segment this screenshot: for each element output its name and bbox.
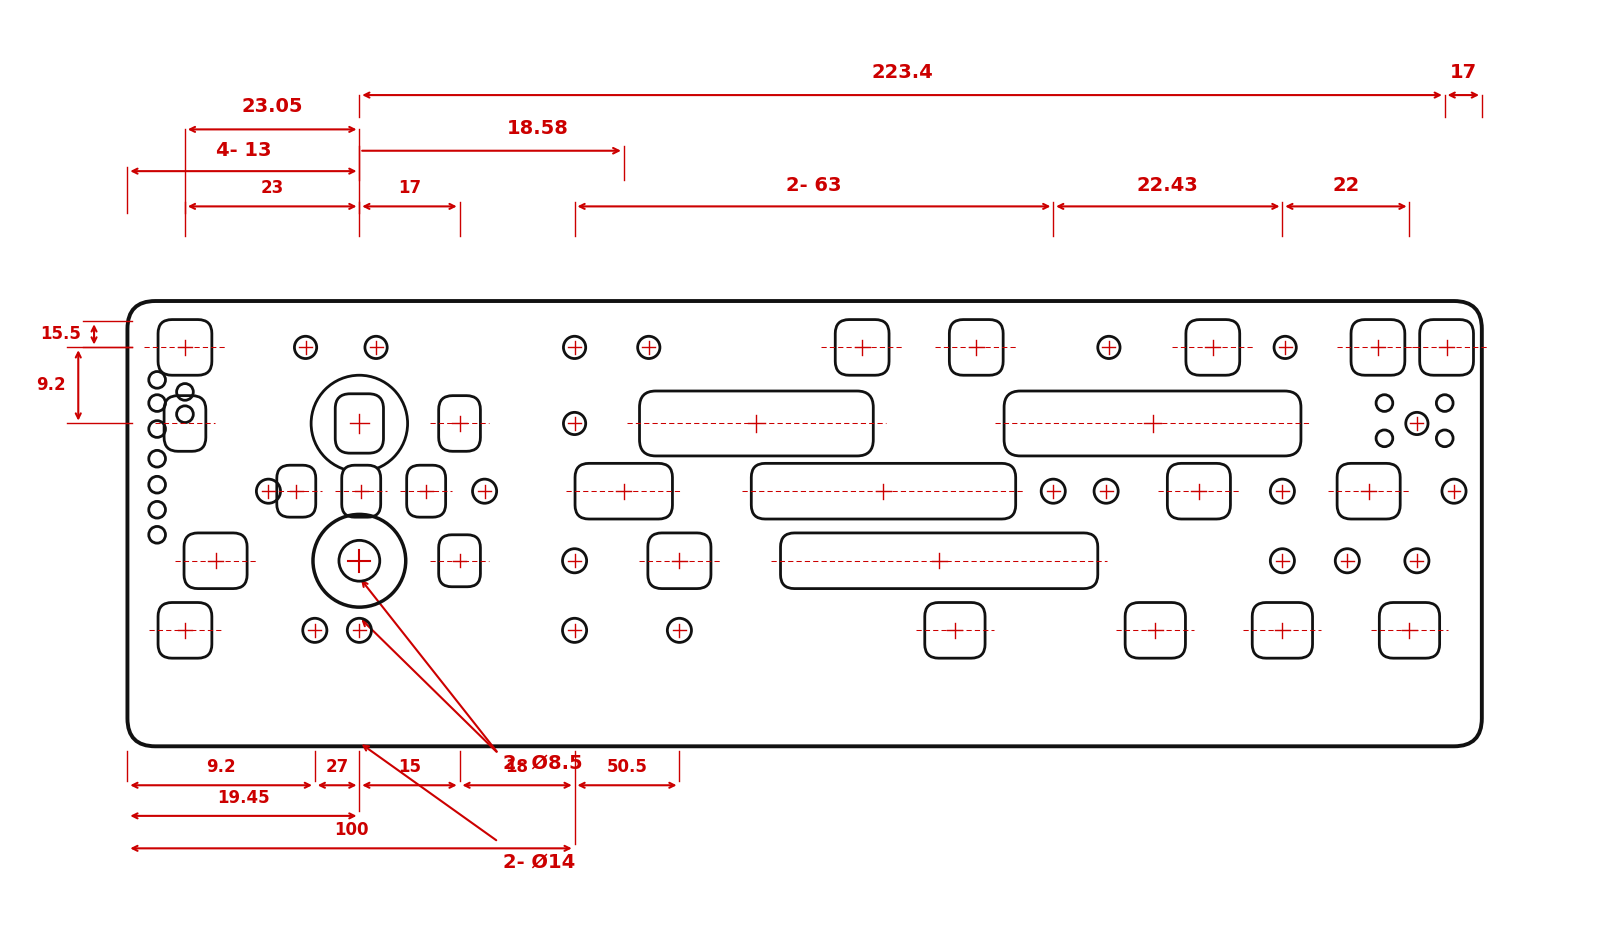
FancyBboxPatch shape	[438, 534, 480, 587]
Text: 15.5: 15.5	[40, 326, 82, 344]
Text: 23.05: 23.05	[242, 97, 302, 116]
FancyBboxPatch shape	[1186, 319, 1240, 375]
FancyBboxPatch shape	[336, 394, 384, 453]
Text: 223.4: 223.4	[870, 63, 933, 82]
Text: 22.43: 22.43	[1138, 176, 1198, 196]
Text: 23: 23	[261, 179, 283, 197]
Text: 100: 100	[334, 821, 368, 839]
Text: 2- Ø8.5: 2- Ø8.5	[502, 753, 582, 772]
FancyBboxPatch shape	[1379, 603, 1440, 658]
Text: 27: 27	[325, 758, 349, 776]
FancyBboxPatch shape	[1125, 603, 1186, 658]
FancyBboxPatch shape	[128, 301, 1482, 746]
FancyBboxPatch shape	[1005, 391, 1301, 456]
Text: 17: 17	[398, 179, 421, 197]
FancyBboxPatch shape	[781, 533, 1098, 589]
Text: 9.2: 9.2	[206, 758, 235, 776]
Text: 18.58: 18.58	[507, 119, 570, 138]
FancyBboxPatch shape	[752, 463, 1016, 519]
FancyBboxPatch shape	[640, 391, 874, 456]
Text: 19.45: 19.45	[218, 789, 270, 807]
FancyBboxPatch shape	[835, 319, 890, 375]
Text: 22: 22	[1333, 176, 1360, 196]
FancyBboxPatch shape	[438, 396, 480, 451]
FancyBboxPatch shape	[1168, 463, 1230, 519]
FancyBboxPatch shape	[342, 465, 381, 518]
FancyBboxPatch shape	[648, 533, 710, 589]
FancyBboxPatch shape	[1253, 603, 1312, 658]
Text: 2- Ø14: 2- Ø14	[502, 853, 576, 871]
FancyBboxPatch shape	[925, 603, 986, 658]
FancyBboxPatch shape	[1350, 319, 1405, 375]
Text: 15: 15	[398, 758, 421, 776]
Text: 50.5: 50.5	[606, 758, 648, 776]
FancyBboxPatch shape	[949, 319, 1003, 375]
FancyBboxPatch shape	[1419, 319, 1474, 375]
FancyBboxPatch shape	[277, 465, 315, 518]
FancyBboxPatch shape	[165, 396, 206, 451]
Text: 18: 18	[506, 758, 528, 776]
Text: 17: 17	[1450, 63, 1477, 82]
FancyBboxPatch shape	[1338, 463, 1400, 519]
Text: 2- 63: 2- 63	[786, 176, 842, 196]
FancyBboxPatch shape	[158, 603, 211, 658]
FancyBboxPatch shape	[574, 463, 672, 519]
FancyBboxPatch shape	[406, 465, 446, 518]
FancyBboxPatch shape	[184, 533, 246, 589]
Text: 4- 13: 4- 13	[216, 141, 270, 160]
Text: 9.2: 9.2	[35, 376, 66, 394]
FancyBboxPatch shape	[158, 319, 211, 375]
